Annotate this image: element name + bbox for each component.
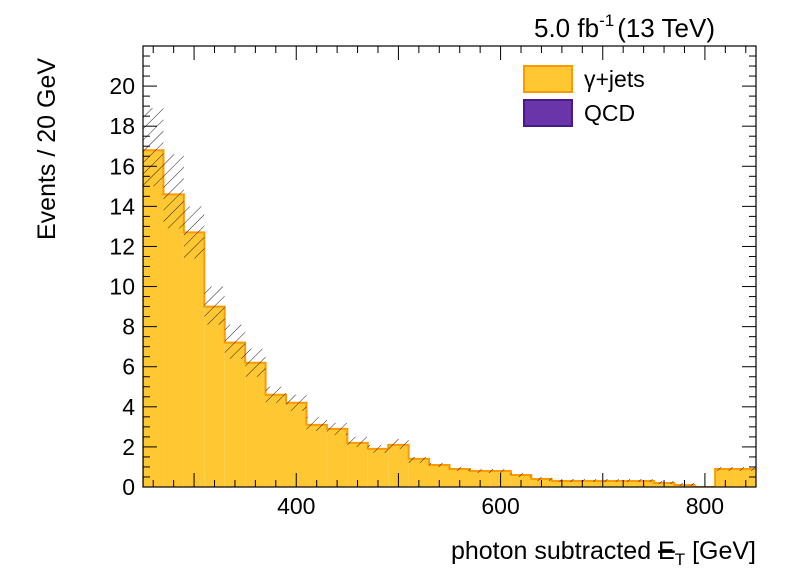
axis-ticks: 400 600 800 0 2 4 6 8 10 12 14 16 18 20 — [109, 45, 756, 519]
y-tick-label: 8 — [122, 314, 135, 340]
uncertainty-band-3 — [204, 286, 225, 325]
y-tick-label: 4 — [122, 394, 135, 420]
uncertainty-band-14 — [429, 462, 450, 467]
y-tick-label: 18 — [109, 113, 135, 139]
x-tick-label: 400 — [277, 493, 315, 519]
bar-gamma-jets-14 — [429, 464, 450, 487]
x-axis-label: photon subtracted ET [GeV] — [451, 537, 756, 569]
y-tick-label: 10 — [109, 274, 135, 300]
bar-gamma-jets-1 — [163, 194, 184, 487]
uncertainty-band-16 — [469, 468, 491, 473]
uncertainty-band-11 — [367, 444, 389, 453]
x-tick-label: 800 — [686, 493, 724, 519]
uncertainty-band-19 — [531, 476, 552, 481]
bar-gamma-jets-2 — [183, 232, 205, 487]
uncertainty-band-12 — [388, 438, 409, 449]
bar-gamma-jets-5 — [245, 362, 266, 487]
bar-gamma-jets-11 — [367, 448, 389, 487]
lumi-exponent: -1 — [599, 11, 614, 30]
legend-label-gamma-jets: γ+jets — [584, 66, 645, 92]
uncertainty-band-10 — [347, 436, 368, 447]
bar-gamma-jets-29 — [735, 468, 756, 487]
bar-gamma-jets-8 — [306, 424, 327, 487]
bar-gamma-jets-28 — [715, 468, 736, 487]
bar-gamma-jets-16 — [469, 470, 491, 487]
uncertainty-band-4 — [224, 324, 246, 359]
y-tick-label: 12 — [109, 233, 135, 259]
legend: γ+jets QCD — [523, 65, 645, 127]
uncertainty-band-0 — [143, 108, 164, 187]
energy-label: (13 TeV) — [617, 13, 715, 43]
bar-gamma-jets-4 — [224, 342, 246, 487]
y-tick-label: 14 — [109, 193, 135, 219]
uncertainty-band-18 — [510, 472, 532, 477]
bar-gamma-jets-7 — [286, 402, 307, 487]
uncertainty-band-9 — [326, 422, 348, 435]
uncertainty-band-7 — [286, 394, 307, 411]
bar-gamma-jets-3 — [204, 306, 225, 487]
uncertainty-band-1 — [163, 154, 184, 229]
y-tick-label: 20 — [109, 73, 135, 99]
y-axis-label: Events / 20 GeV — [33, 58, 61, 240]
x-tick-label: 600 — [481, 493, 519, 519]
bars-layer — [143, 149, 756, 487]
met-symbol: E — [658, 537, 675, 565]
bar-gamma-jets-6 — [265, 394, 287, 487]
uncertainty-band-29 — [735, 466, 756, 471]
y-tick-label: 16 — [109, 153, 135, 179]
met-subscript: T — [675, 550, 685, 569]
legend-swatch-qcd — [523, 99, 573, 127]
uncertainty-band-15 — [449, 466, 470, 471]
bar-gamma-jets-12 — [388, 444, 409, 487]
bar-gamma-jets-9 — [326, 428, 348, 487]
uncertainty-band-8 — [306, 416, 327, 431]
uncertainty-band-13 — [408, 456, 430, 463]
bar-gamma-jets-15 — [449, 468, 470, 487]
legend-swatch-gamma-jets — [523, 65, 573, 93]
legend-label-qcd: QCD — [584, 100, 635, 126]
bar-gamma-jets-10 — [347, 442, 368, 487]
uncertainty-band-17 — [490, 468, 511, 473]
uncertainty-band-28 — [715, 466, 736, 471]
uncertainty-band-6 — [265, 386, 287, 403]
bar-gamma-jets-0 — [143, 150, 164, 487]
y-tick-label: 0 — [122, 474, 135, 500]
y-tick-label: 2 — [122, 434, 135, 460]
y-tick-label: 6 — [122, 354, 135, 380]
lumi-label: 5.0 fb-1 (13 TeV) — [534, 11, 715, 43]
uncertainty-band-2 — [183, 206, 205, 259]
bar-gamma-jets-13 — [408, 458, 430, 487]
uncertainty-band-5 — [245, 348, 266, 377]
